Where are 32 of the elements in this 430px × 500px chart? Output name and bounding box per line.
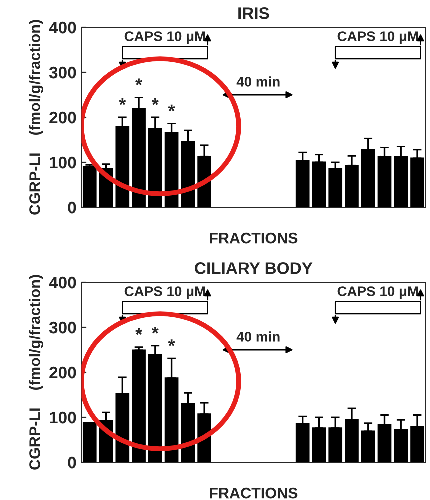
x-axis-title: FRACTIONS (210, 232, 298, 244)
chart-title: CILIARY BODY (195, 262, 313, 274)
data-label: * (168, 104, 176, 112)
y-tick-label: 0 (68, 456, 76, 469)
data-label: * (136, 328, 143, 336)
annotation: CAPS 10 μM (338, 286, 418, 300)
annotation: CAPS 10 μM (124, 32, 206, 44)
annotation: CAPS 10 μM (338, 32, 418, 44)
y-tick-label: 100 (50, 412, 76, 424)
y-tick-label: 200 (50, 112, 76, 124)
y-tick-label: 100 (50, 156, 76, 169)
data-label: * (152, 98, 159, 106)
data-label: * (168, 340, 176, 346)
y-tick-label: 0 (68, 202, 76, 214)
bar (82, 166, 97, 208)
y-tick-label: 400 (49, 276, 76, 289)
bar (82, 422, 97, 462)
chart-title: IRIS (238, 8, 270, 20)
data-label: * (136, 78, 143, 86)
y-tick-label: 400 (49, 22, 76, 34)
bar (132, 350, 146, 462)
y-axis-title: CGRP-LI (fmol/g/fraction) (29, 275, 44, 470)
data-label: * (119, 98, 126, 106)
x-axis-title: FRACTIONS (210, 488, 298, 499)
y-tick-label: 300 (49, 322, 76, 334)
annotation: 40 min (236, 76, 280, 87)
y-axis-title: CGRP-LI (fmol/g/fraction) (29, 20, 44, 215)
data-label: * (152, 327, 159, 334)
annotation: 40 min (236, 332, 280, 342)
y-tick-label: 200 (50, 366, 76, 379)
annotation: CAPS 10 μM (124, 286, 206, 300)
y-tick-label: 300 (49, 66, 76, 79)
